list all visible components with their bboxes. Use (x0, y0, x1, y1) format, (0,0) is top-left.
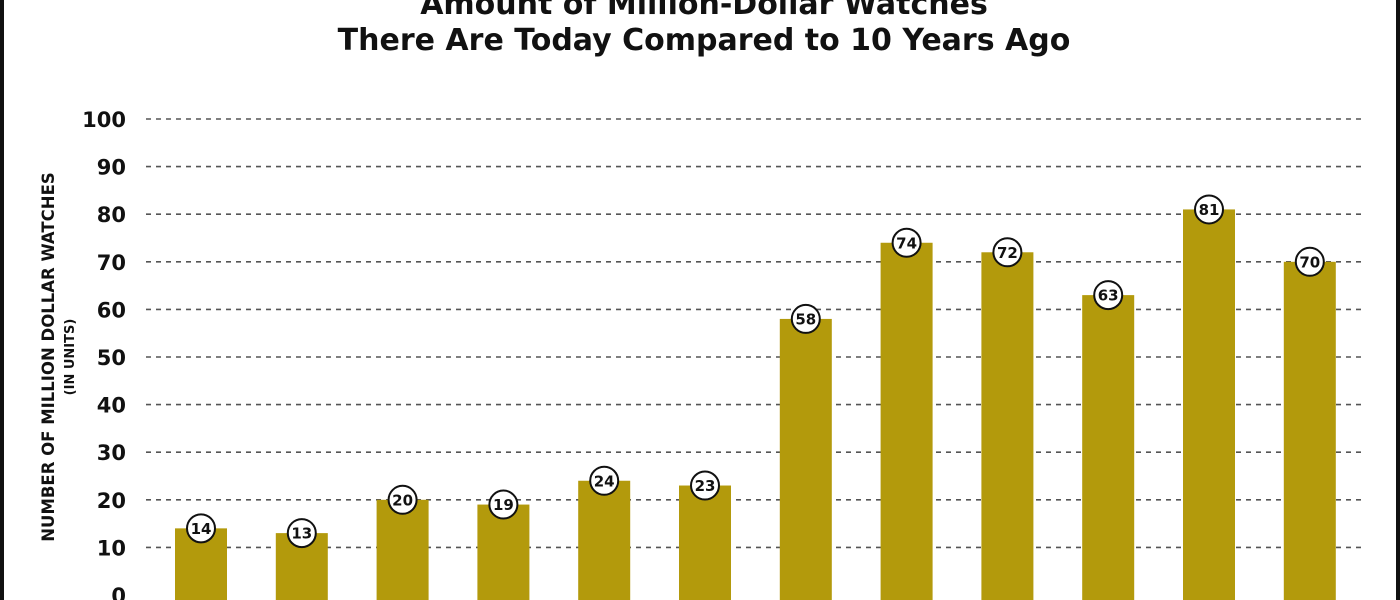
y-tick-label: 60 (97, 298, 126, 322)
bar-value-label: 13 (291, 525, 312, 543)
y-tick-label: 10 (97, 536, 126, 560)
value-badge (387, 484, 418, 515)
bar (880, 242, 933, 600)
y-tick-label: 40 (97, 394, 126, 418)
bar-value-label: 81 (1199, 201, 1220, 219)
value-badge (589, 465, 620, 496)
y-tick-label: 20 (97, 489, 126, 513)
bar-value-label: 72 (997, 244, 1018, 262)
value-badge (1093, 280, 1124, 311)
chart-title-line-1: Amount of Million-Dollar Watches (420, 0, 988, 22)
value-badge (992, 237, 1023, 268)
bar (679, 485, 731, 600)
value-badge (286, 518, 317, 549)
bar (779, 318, 832, 600)
y-axis-sublabel: (IN UNITS) (63, 319, 78, 396)
bar (376, 499, 429, 600)
value-badge (186, 513, 216, 544)
value-badge (790, 303, 821, 334)
y-tick-label: 90 (97, 156, 126, 180)
y-tick-label: 100 (82, 108, 126, 132)
y-tick-label: 80 (97, 203, 126, 227)
bar-value-label: 74 (896, 234, 917, 252)
bar (981, 252, 1034, 600)
bar (1082, 295, 1135, 600)
bar-value-label: 63 (1098, 287, 1119, 305)
value-badge (1294, 246, 1325, 277)
value-badge (488, 489, 519, 520)
value-badge (1194, 194, 1224, 225)
bar-value-label: 20 (392, 491, 413, 509)
value-badge (891, 227, 922, 258)
y-tick-label: 70 (97, 251, 126, 275)
y-tick-label: 50 (97, 346, 126, 370)
bar-value-label: 24 (594, 472, 615, 490)
bar (1183, 209, 1235, 600)
value-badge (690, 470, 720, 501)
y-tick-label: 30 (97, 441, 126, 465)
bar-value-label: 58 (795, 310, 816, 328)
chart-title-line-2: There Are Today Compared to 10 Years Ago (337, 23, 1071, 58)
bar-chart: 0 10 20 30 40 50 60 70 80 90 100 NUMBER OF MILLION … (39, 108, 1366, 600)
y-tick-label: 0 (111, 584, 126, 600)
bar (1283, 261, 1336, 600)
bar (477, 504, 530, 600)
bar-value-label: 14 (191, 520, 212, 538)
bar-value-label: 19 (493, 496, 514, 514)
bar-value-label: 23 (695, 477, 716, 495)
bar-value-label: 70 (1299, 253, 1320, 271)
y-axis-label: NUMBER OF MILLION DOLLAR WATCHES (39, 172, 58, 542)
bar (578, 480, 631, 600)
